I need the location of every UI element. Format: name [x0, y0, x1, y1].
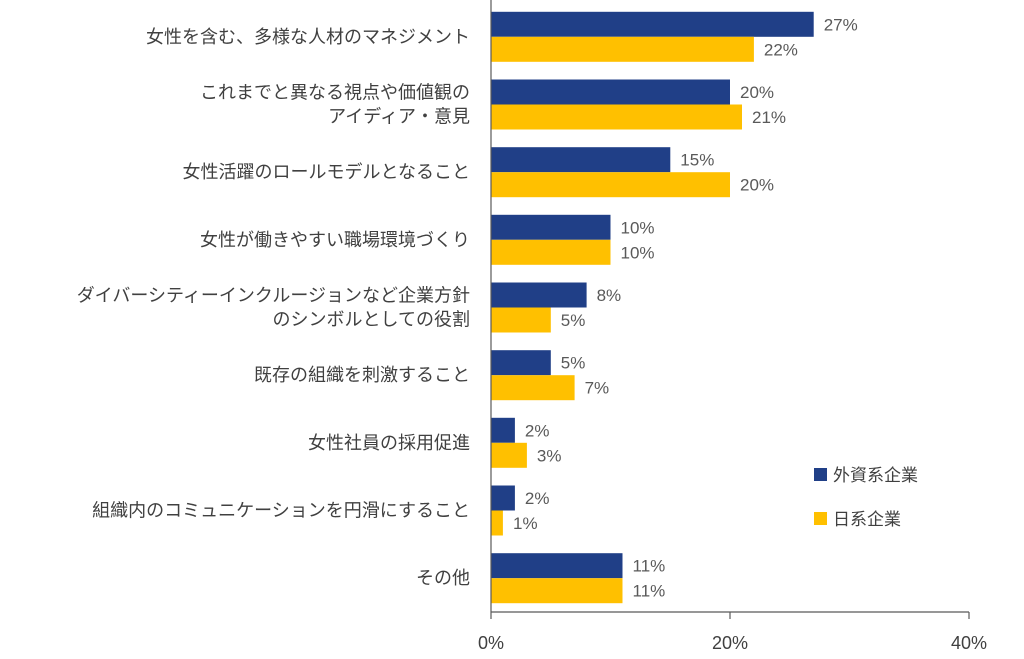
legend-swatch-0 — [814, 468, 827, 481]
category-label-4-line1: のシンボルとしての役割 — [273, 310, 470, 331]
legend-label-1: 日系企業 — [833, 510, 901, 530]
legend-swatch-1 — [814, 512, 827, 525]
bar-japanese-1 — [491, 104, 742, 130]
bar-foreign-8 — [491, 553, 623, 579]
value-label-foreign-8: 11% — [633, 557, 666, 576]
category-label-6: 女性社員の採用促進 — [308, 433, 470, 454]
bar-foreign-3 — [491, 214, 611, 240]
category-label-2: 女性活躍のロールモデルとなること — [183, 162, 470, 183]
bar-foreign-4 — [491, 282, 587, 308]
value-label-foreign-5: 5% — [561, 354, 586, 373]
bar-japanese-7 — [491, 510, 503, 536]
bar-japanese-2 — [491, 172, 730, 198]
value-label-foreign-7: 2% — [525, 489, 550, 508]
value-label-japanese-7: 1% — [513, 514, 538, 533]
bar-foreign-6 — [491, 417, 515, 443]
x-tick-label-1: 20% — [712, 633, 748, 653]
bar-foreign-2 — [491, 147, 671, 173]
value-label-japanese-2: 20% — [740, 176, 774, 195]
bar-japanese-5 — [491, 375, 575, 401]
value-label-japanese-8: 11% — [633, 582, 666, 601]
category-label-1-line1: アイディア・意見 — [328, 107, 470, 128]
value-label-japanese-6: 3% — [537, 446, 562, 465]
value-label-foreign-4: 8% — [597, 286, 622, 305]
category-label-7: 組織内のコミュニケーションを円滑にすること — [92, 501, 470, 522]
category-label-1-line0: これまでと異なる視点や価値観の — [200, 83, 470, 104]
x-tick-label-0: 0% — [478, 633, 504, 653]
bar-foreign-1 — [491, 79, 730, 105]
bar-japanese-8 — [491, 578, 623, 604]
category-label-4-line0: ダイバーシティーインクルージョンなど企業方針 — [77, 286, 470, 307]
value-label-japanese-4: 5% — [561, 311, 586, 330]
legend-label-0: 外資系企業 — [833, 466, 918, 486]
bar-foreign-5 — [491, 350, 551, 376]
value-label-japanese-5: 7% — [585, 379, 610, 398]
value-label-foreign-1: 20% — [740, 83, 774, 102]
category-label-0: 女性を含む、多様な人材のマネジメント — [146, 27, 470, 48]
category-label-3: 女性が働きやすい職場環境づくり — [200, 230, 470, 251]
category-label-8: その他 — [416, 568, 470, 589]
value-label-japanese-1: 21% — [752, 108, 786, 127]
category-label-5: 既存の組織を刺激すること — [254, 365, 470, 386]
bar-japanese-0 — [491, 36, 754, 62]
value-label-japanese-3: 10% — [621, 243, 655, 262]
value-label-japanese-0: 22% — [764, 40, 798, 59]
x-tick-label-2: 40% — [951, 633, 987, 653]
value-label-foreign-3: 10% — [621, 218, 655, 237]
value-label-foreign-0: 27% — [824, 15, 858, 34]
value-label-foreign-6: 2% — [525, 421, 550, 440]
bar-japanese-6 — [491, 442, 527, 468]
bar-japanese-4 — [491, 307, 551, 333]
bar-foreign-0 — [491, 11, 814, 37]
bar-foreign-7 — [491, 485, 515, 511]
value-label-foreign-2: 15% — [680, 151, 714, 170]
bar-japanese-3 — [491, 239, 611, 265]
